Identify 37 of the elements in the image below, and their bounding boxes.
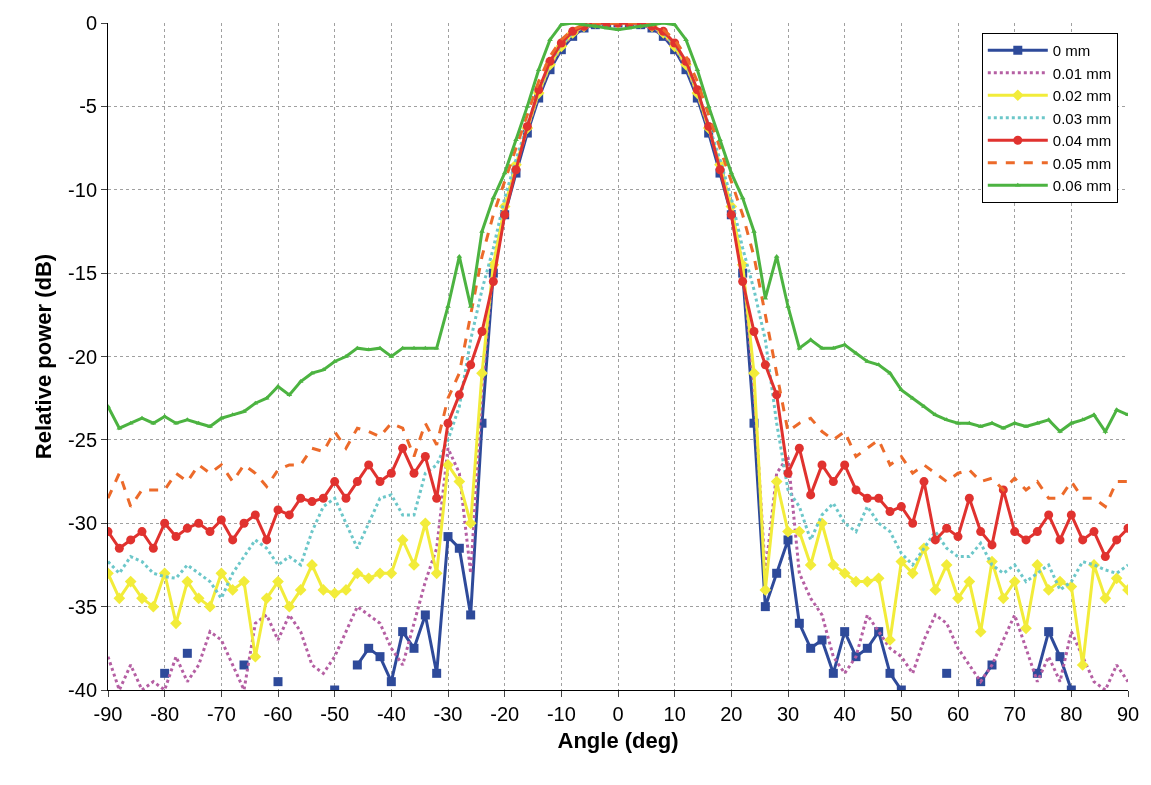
y-tick-label: -30 <box>68 512 97 535</box>
y-axis-title: Relative power (dB) <box>30 253 56 460</box>
x-tick-label: 30 <box>776 703 800 725</box>
y-tick-label: -10 <box>68 178 97 201</box>
legend-label: 0 mm <box>1052 42 1091 60</box>
x-tick-label: 60 <box>946 703 970 725</box>
x-tick-label: -90 <box>93 703 123 725</box>
y-tick-label: -5 <box>79 95 97 118</box>
x-tick-label: -40 <box>376 703 406 725</box>
y-tick-label: 0 <box>85 12 97 34</box>
x-tick-label: -60 <box>263 703 293 725</box>
x-tick-label: 40 <box>833 703 856 725</box>
x-tick-label: 80 <box>1060 703 1083 725</box>
y-tick-label: -40 <box>68 679 97 701</box>
x-tick-label: 10 <box>663 703 686 725</box>
y-tick-label: -35 <box>68 595 97 618</box>
legend-label: 0.03 mm <box>1052 109 1112 127</box>
x-axis-title: Angle (deg) <box>557 727 679 753</box>
legend-label: 0.02 mm <box>1052 87 1112 105</box>
legend-label: 0.04 mm <box>1052 132 1112 150</box>
legend-label: 0.06 mm <box>1052 177 1112 195</box>
x-tick-label: -80 <box>150 703 180 725</box>
x-tick-label: 20 <box>720 703 743 725</box>
x-tick-label: 70 <box>1003 703 1026 725</box>
legend-label: 0.01 mm <box>1052 64 1112 82</box>
legend-label: 0.05 mm <box>1052 154 1112 172</box>
x-tick-label: -30 <box>433 703 463 725</box>
x-tick-label: 0 <box>612 703 624 725</box>
x-tick-label: 50 <box>890 703 913 725</box>
x-tick-label: -50 <box>320 703 350 725</box>
y-tick-label: -15 <box>68 262 97 285</box>
x-tick-label: -10 <box>546 703 576 725</box>
y-tick-label: -20 <box>68 345 97 368</box>
x-tick-label: 90 <box>1116 703 1140 725</box>
y-tick-label: -25 <box>68 428 97 451</box>
x-tick-label: -70 <box>206 703 236 725</box>
x-tick-label: -20 <box>490 703 520 725</box>
